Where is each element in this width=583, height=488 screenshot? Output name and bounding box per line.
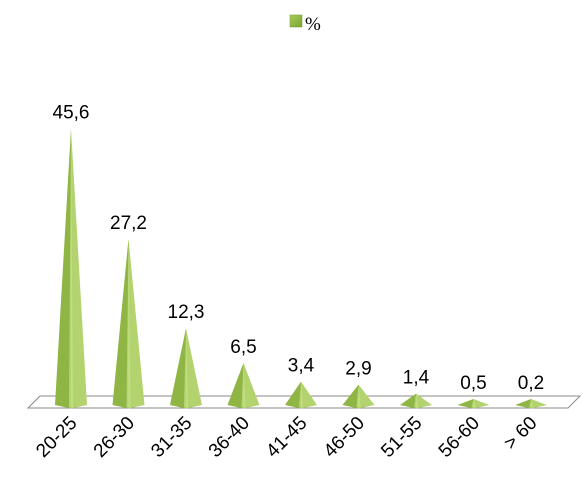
x-tick-label: 20-25 xyxy=(32,413,81,462)
pyramid-bar xyxy=(515,399,547,409)
pyramid-bar-highlight xyxy=(241,363,246,408)
pyramid-bar-right-face xyxy=(531,399,547,409)
pyramid-bar-right-face xyxy=(71,128,87,409)
pyramid-bar-left-face xyxy=(457,399,474,409)
pyramid-bar-right-face xyxy=(243,363,260,409)
pyramid-bar-left-face xyxy=(342,384,359,409)
bars-group xyxy=(55,128,547,409)
x-tick-label: > 60 xyxy=(500,413,541,454)
data-label: 27,2 xyxy=(110,213,147,234)
data-label: 45,6 xyxy=(53,102,90,123)
pyramid-bar-right-face xyxy=(186,328,202,409)
pyramid-bar-left-face xyxy=(400,393,416,409)
pyramid-bar xyxy=(400,393,432,409)
pyramid-bar-left-face xyxy=(285,381,301,409)
x-tick-label: 26-30 xyxy=(90,413,139,462)
pyramid-bar xyxy=(227,363,260,409)
pyramid-bar-highlight xyxy=(471,399,476,408)
pyramid-bar-highlight xyxy=(299,381,303,408)
pyramid-bar xyxy=(170,328,202,409)
legend: % xyxy=(289,14,321,35)
data-label: 0,2 xyxy=(518,373,544,394)
pyramid-bar-highlight xyxy=(69,128,73,408)
pyramid-bar xyxy=(457,399,490,409)
x-tick-label: 46-50 xyxy=(320,413,369,462)
pyramid-bar-highlight xyxy=(529,399,533,408)
pyramid-bar-left-face xyxy=(170,328,186,409)
data-label: 2,9 xyxy=(345,359,371,380)
x-tick-label: 41-45 xyxy=(262,413,311,462)
pyramid-bar-right-face xyxy=(128,238,145,409)
data-label: 3,4 xyxy=(288,356,315,377)
data-labels-group: 45,6 27,2 12,3 6,5 3,4 2,9 1,4 0,5 0,2 xyxy=(53,102,545,394)
pyramid-bar-left-face xyxy=(515,399,531,409)
pyramid-bar-left-face xyxy=(227,363,244,409)
pyramid-bar-highlight xyxy=(184,328,188,408)
pyramid-bar-highlight xyxy=(414,393,418,408)
x-tick-label: 36-40 xyxy=(205,413,254,462)
pyramid-bar-left-face xyxy=(112,238,129,409)
pyramid-bar xyxy=(285,381,317,409)
data-label: 6,5 xyxy=(230,337,256,358)
x-axis-tick-labels: 20-25 26-30 31-35 36-40 41-45 46-50 51-55 56-60… xyxy=(32,413,541,462)
pyramid-bar-highlight xyxy=(126,238,131,408)
pyramid-bar-right-face xyxy=(358,384,375,409)
pyramid-bar xyxy=(55,128,87,409)
pyramid-bar-right-face xyxy=(473,399,490,409)
legend-swatch xyxy=(289,14,303,28)
pyramid-bar-right-face xyxy=(301,381,317,409)
x-tick-label: 31-35 xyxy=(147,413,196,462)
data-label: 0,5 xyxy=(460,373,486,394)
x-tick-label: 56-60 xyxy=(435,413,484,462)
pyramid-bar xyxy=(112,238,145,409)
x-tick-label: 51-55 xyxy=(377,413,426,462)
legend-label: % xyxy=(305,14,321,35)
pyramid-bar xyxy=(342,384,375,409)
pyramid-bar-left-face xyxy=(55,128,71,409)
data-label: 12,3 xyxy=(168,302,205,323)
data-label: 1,4 xyxy=(403,368,430,389)
pyramid-bar-highlight xyxy=(356,384,361,408)
pyramid-bar-right-face xyxy=(416,393,432,409)
